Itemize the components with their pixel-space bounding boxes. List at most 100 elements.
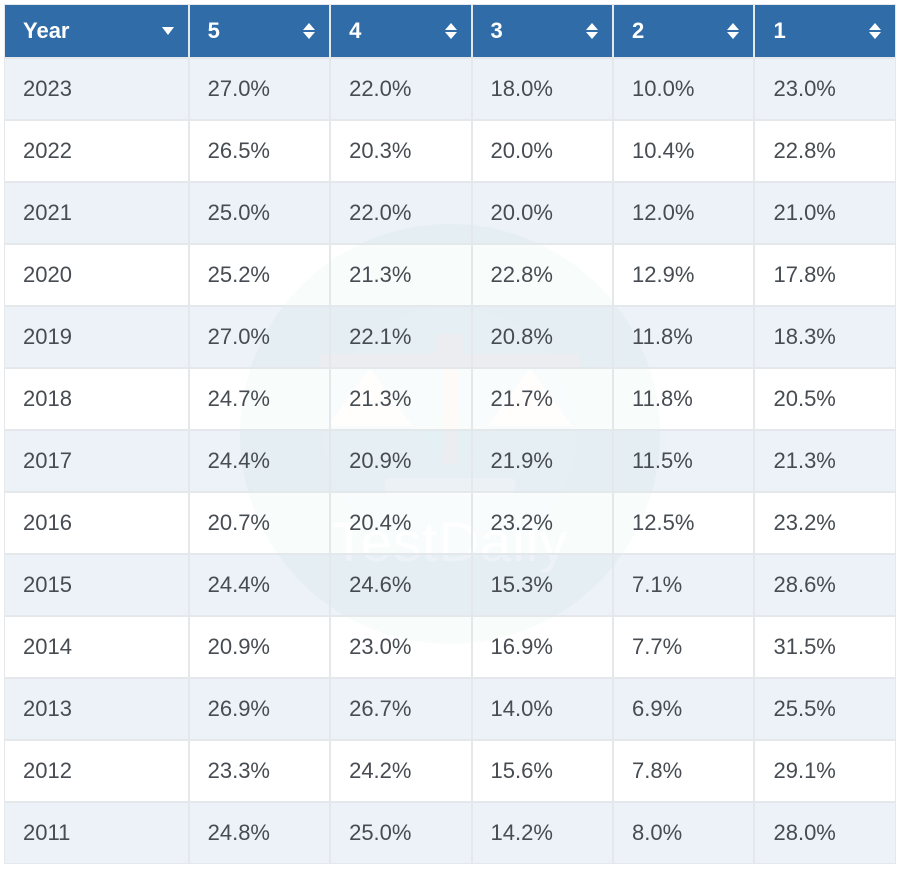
cell-score-2: 7.1% xyxy=(613,554,754,616)
cell-score-1: 31.5% xyxy=(754,616,896,678)
cell-score-3: 15.3% xyxy=(472,554,613,616)
cell-year: 2016 xyxy=(4,492,189,554)
col-header-4[interactable]: 4 xyxy=(330,4,471,58)
cell-score-2: 12.9% xyxy=(613,244,754,306)
cell-year: 2022 xyxy=(4,120,189,182)
cell-score-2: 12.5% xyxy=(613,492,754,554)
cell-score-5: 26.9% xyxy=(189,678,330,740)
cell-score-1: 17.8% xyxy=(754,244,896,306)
cell-score-2: 8.0% xyxy=(613,802,754,864)
sort-icon xyxy=(445,23,457,39)
cell-score-2: 12.0% xyxy=(613,182,754,244)
cell-score-1: 23.2% xyxy=(754,492,896,554)
table-row: 201420.9%23.0%16.9%7.7%31.5% xyxy=(4,616,896,678)
cell-score-5: 24.7% xyxy=(189,368,330,430)
cell-score-1: 28.6% xyxy=(754,554,896,616)
cell-score-1: 21.3% xyxy=(754,430,896,492)
col-header-label: 4 xyxy=(349,18,361,43)
table-row: 201223.3%24.2%15.6%7.8%29.1% xyxy=(4,740,896,802)
cell-score-3: 21.7% xyxy=(472,368,613,430)
table-row: 201824.7%21.3%21.7%11.8%20.5% xyxy=(4,368,896,430)
cell-score-1: 29.1% xyxy=(754,740,896,802)
cell-score-2: 10.0% xyxy=(613,58,754,120)
table-row: 201620.7%20.4%23.2%12.5%23.2% xyxy=(4,492,896,554)
sort-icon xyxy=(303,23,315,39)
col-header-3[interactable]: 3 xyxy=(472,4,613,58)
col-header-5[interactable]: 5 xyxy=(189,4,330,58)
sort-icon xyxy=(727,23,739,39)
cell-score-3: 20.0% xyxy=(472,182,613,244)
cell-score-4: 24.6% xyxy=(330,554,471,616)
cell-score-5: 20.9% xyxy=(189,616,330,678)
cell-score-3: 22.8% xyxy=(472,244,613,306)
cell-score-4: 22.0% xyxy=(330,182,471,244)
table-body: 202327.0%22.0%18.0%10.0%23.0%202226.5%20… xyxy=(4,58,896,864)
cell-score-1: 25.5% xyxy=(754,678,896,740)
cell-score-5: 20.7% xyxy=(189,492,330,554)
cell-score-3: 16.9% xyxy=(472,616,613,678)
col-header-label: Year xyxy=(23,18,70,43)
cell-year: 2015 xyxy=(4,554,189,616)
cell-year: 2012 xyxy=(4,740,189,802)
cell-score-2: 6.9% xyxy=(613,678,754,740)
cell-score-1: 28.0% xyxy=(754,802,896,864)
cell-score-4: 22.0% xyxy=(330,58,471,120)
cell-score-5: 27.0% xyxy=(189,306,330,368)
cell-score-5: 26.5% xyxy=(189,120,330,182)
col-header-label: 5 xyxy=(208,18,220,43)
cell-score-4: 23.0% xyxy=(330,616,471,678)
cell-score-5: 27.0% xyxy=(189,58,330,120)
col-header-label: 2 xyxy=(632,18,644,43)
table-row: 201524.4%24.6%15.3%7.1%28.6% xyxy=(4,554,896,616)
table-row: 201927.0%22.1%20.8%11.8%18.3% xyxy=(4,306,896,368)
col-header-year[interactable]: Year xyxy=(4,4,189,58)
table-row: 202327.0%22.0%18.0%10.0%23.0% xyxy=(4,58,896,120)
table-row: 202025.2%21.3%22.8%12.9%17.8% xyxy=(4,244,896,306)
cell-score-1: 22.8% xyxy=(754,120,896,182)
cell-year: 2020 xyxy=(4,244,189,306)
cell-score-4: 25.0% xyxy=(330,802,471,864)
cell-year: 2013 xyxy=(4,678,189,740)
cell-score-3: 23.2% xyxy=(472,492,613,554)
col-header-label: 3 xyxy=(491,18,503,43)
cell-year: 2019 xyxy=(4,306,189,368)
cell-score-4: 20.4% xyxy=(330,492,471,554)
cell-year: 2011 xyxy=(4,802,189,864)
cell-score-1: 18.3% xyxy=(754,306,896,368)
cell-year: 2017 xyxy=(4,430,189,492)
cell-score-4: 20.3% xyxy=(330,120,471,182)
cell-score-5: 24.4% xyxy=(189,430,330,492)
cell-score-5: 25.2% xyxy=(189,244,330,306)
cell-score-3: 21.9% xyxy=(472,430,613,492)
cell-score-5: 24.4% xyxy=(189,554,330,616)
cell-year: 2023 xyxy=(4,58,189,120)
cell-score-4: 20.9% xyxy=(330,430,471,492)
cell-score-3: 15.6% xyxy=(472,740,613,802)
table-row: 202226.5%20.3%20.0%10.4%22.8% xyxy=(4,120,896,182)
cell-score-3: 14.2% xyxy=(472,802,613,864)
cell-score-3: 18.0% xyxy=(472,58,613,120)
cell-score-2: 11.8% xyxy=(613,368,754,430)
col-header-2[interactable]: 2 xyxy=(613,4,754,58)
table-row: 202125.0%22.0%20.0%12.0%21.0% xyxy=(4,182,896,244)
cell-score-3: 20.8% xyxy=(472,306,613,368)
cell-score-3: 14.0% xyxy=(472,678,613,740)
cell-score-4: 24.2% xyxy=(330,740,471,802)
cell-score-4: 21.3% xyxy=(330,368,471,430)
cell-score-4: 21.3% xyxy=(330,244,471,306)
cell-score-2: 11.5% xyxy=(613,430,754,492)
cell-score-1: 20.5% xyxy=(754,368,896,430)
col-header-1[interactable]: 1 xyxy=(754,4,896,58)
cell-year: 2014 xyxy=(4,616,189,678)
table-row: 201724.4%20.9%21.9%11.5%21.3% xyxy=(4,430,896,492)
dropdown-icon xyxy=(162,27,174,35)
cell-score-5: 25.0% xyxy=(189,182,330,244)
col-header-label: 1 xyxy=(773,18,785,43)
sort-icon xyxy=(586,23,598,39)
cell-score-2: 10.4% xyxy=(613,120,754,182)
cell-score-1: 23.0% xyxy=(754,58,896,120)
cell-score-2: 11.8% xyxy=(613,306,754,368)
score-distribution-table: Year 5 4 3 2 xyxy=(4,4,896,864)
cell-score-2: 7.7% xyxy=(613,616,754,678)
cell-score-2: 7.8% xyxy=(613,740,754,802)
